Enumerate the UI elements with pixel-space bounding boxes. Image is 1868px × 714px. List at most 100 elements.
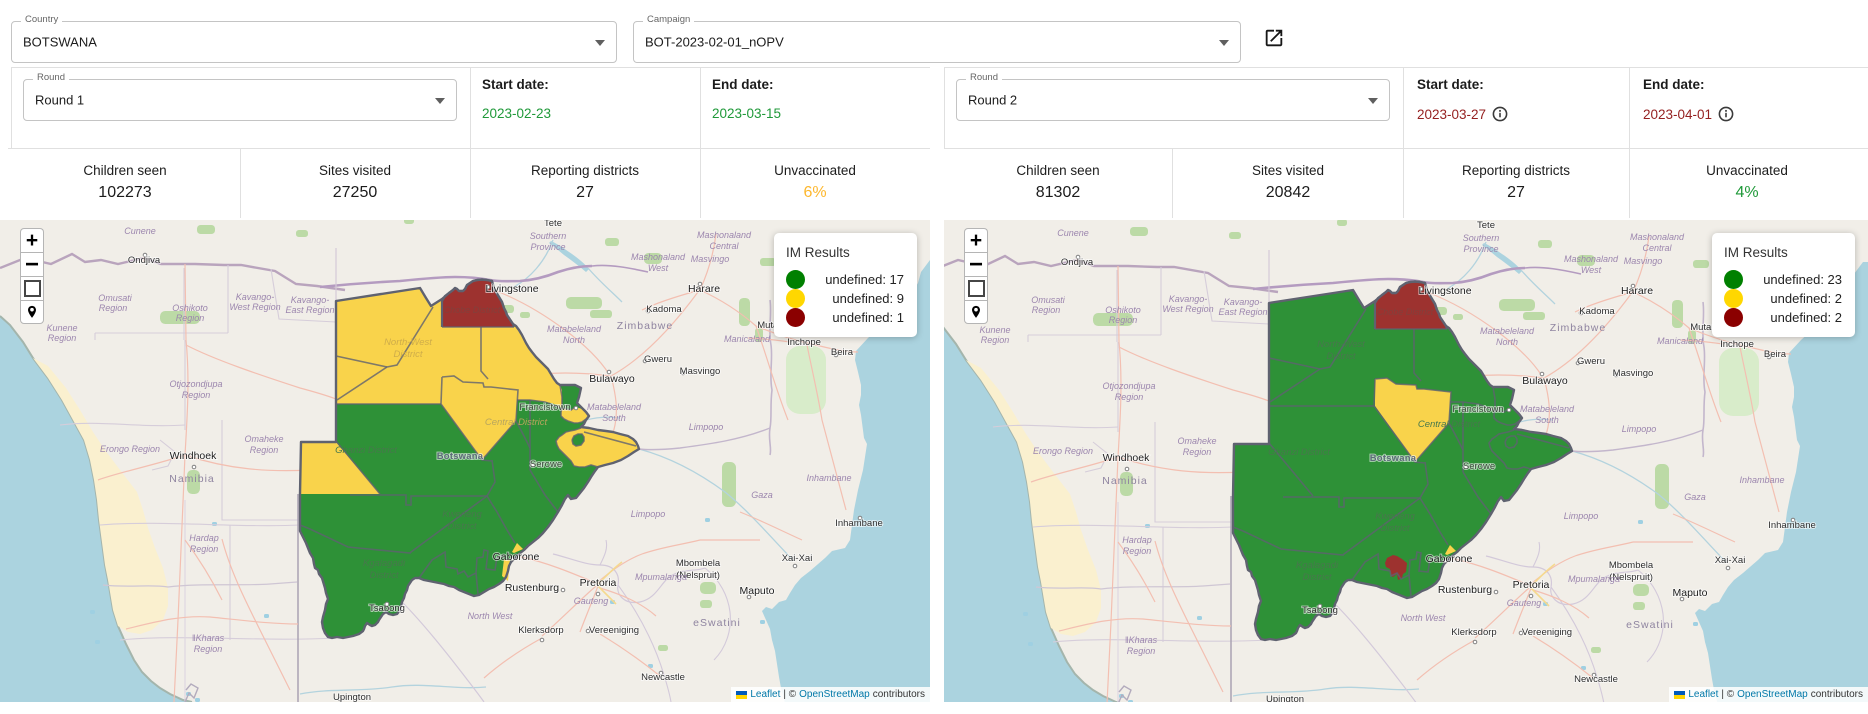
- svg-text:Erongo Region: Erongo Region: [1033, 446, 1093, 456]
- svg-text:South: South: [1535, 415, 1559, 425]
- svg-text:Mbombela: Mbombela: [676, 558, 721, 569]
- svg-text:Maputo: Maputo: [1672, 587, 1707, 599]
- svg-text:Province: Province: [530, 242, 565, 252]
- svg-text:Mashonaland: Mashonaland: [1564, 254, 1619, 264]
- svg-text:Gauteng: Gauteng: [574, 596, 609, 606]
- svg-text:Region: Region: [182, 390, 211, 400]
- svg-text:Matabeleland: Matabeleland: [1520, 404, 1575, 414]
- svg-text:Rustenburg: Rustenburg: [505, 582, 559, 594]
- svg-text:Gaborone: Gaborone: [1426, 553, 1473, 565]
- svg-text:Region: Region: [1127, 646, 1156, 656]
- svg-text:Chobe District: Chobe District: [1377, 307, 1434, 317]
- svg-text:Xai-Xai: Xai-Xai: [1715, 555, 1746, 566]
- svg-text:Kweneng: Kweneng: [442, 509, 482, 520]
- svg-text:Inhambane: Inhambane: [1768, 520, 1816, 531]
- svg-text:Livingstone: Livingstone: [1418, 285, 1471, 297]
- svg-text:Central: Central: [1642, 243, 1672, 253]
- svg-text:Pretoria: Pretoria: [580, 577, 617, 589]
- svg-text:Gaza: Gaza: [1684, 492, 1706, 502]
- svg-text:Masvingo: Masvingo: [1624, 256, 1663, 266]
- svg-text:Newcastle: Newcastle: [641, 672, 685, 683]
- svg-text:Limpopo: Limpopo: [1622, 424, 1657, 434]
- svg-text:Region: Region: [1032, 305, 1061, 315]
- svg-text:Kadoma: Kadoma: [1579, 306, 1615, 317]
- svg-text:North: North: [563, 335, 585, 345]
- svg-text:Inhambane: Inhambane: [835, 518, 883, 529]
- svg-text:Bulawayo: Bulawayo: [1522, 375, 1568, 387]
- svg-text:Central District: Central District: [485, 417, 548, 428]
- svg-text:District: District: [393, 349, 422, 360]
- svg-text:Region: Region: [190, 544, 219, 554]
- svg-text:Limpopo: Limpopo: [631, 509, 666, 519]
- svg-text:Region: Region: [1109, 315, 1138, 325]
- svg-text:Ondjiva: Ondjiva: [1061, 257, 1094, 268]
- svg-text:Gauteng: Gauteng: [1507, 598, 1542, 608]
- svg-text:Botswana: Botswana: [1370, 453, 1417, 464]
- svg-text:Serowe: Serowe: [530, 459, 562, 470]
- svg-text:Cunene: Cunene: [1057, 228, 1089, 238]
- svg-text:Region: Region: [1115, 392, 1144, 402]
- svg-text:Region: Region: [99, 303, 128, 313]
- svg-text:Klerksdorp: Klerksdorp: [518, 625, 563, 636]
- svg-text:Southern: Southern: [1463, 233, 1500, 243]
- svg-text:Livingstone: Livingstone: [485, 283, 538, 295]
- svg-text:Region: Region: [1123, 546, 1152, 556]
- svg-text:Oshikoto: Oshikoto: [172, 303, 208, 313]
- svg-text:Serowe: Serowe: [1463, 461, 1495, 472]
- svg-text:Gweru: Gweru: [1577, 356, 1605, 367]
- svg-text:Upington: Upington: [333, 692, 371, 702]
- svg-text:Ghanzi District: Ghanzi District: [335, 445, 397, 456]
- svg-text:North: North: [1496, 337, 1518, 347]
- svg-text:Xai-Xai: Xai-Xai: [782, 553, 813, 564]
- svg-text:eSwatini: eSwatini: [693, 617, 741, 629]
- svg-text:Mpumalanga: Mpumalanga: [1568, 574, 1620, 584]
- svg-text:North West: North West: [468, 611, 513, 621]
- svg-text:District: District: [1326, 351, 1355, 362]
- svg-text:District: District: [447, 521, 476, 532]
- svg-text:Inchope: Inchope: [787, 337, 821, 348]
- svg-text:East Region: East Region: [285, 305, 334, 315]
- svg-text:Mashonaland: Mashonaland: [1630, 232, 1685, 242]
- svg-text:Matabeleland: Matabeleland: [587, 402, 642, 412]
- svg-text:District: District: [369, 570, 398, 581]
- svg-text:North-West: North-West: [384, 337, 432, 348]
- svg-text:Windhoek: Windhoek: [1103, 452, 1150, 464]
- svg-text:Region: Region: [194, 644, 223, 654]
- svg-text:Manicaland: Manicaland: [724, 334, 771, 344]
- svg-text:Region: Region: [1183, 447, 1212, 457]
- svg-text:Region: Region: [48, 333, 77, 343]
- svg-text:East Region: East Region: [1218, 307, 1267, 317]
- svg-text:Newcastle: Newcastle: [1574, 674, 1618, 685]
- svg-text:Klerksdorp: Klerksdorp: [1451, 627, 1496, 638]
- svg-text:Harare: Harare: [688, 283, 720, 295]
- svg-text:West Region: West Region: [1162, 304, 1213, 314]
- svg-text:West Region: West Region: [229, 302, 280, 312]
- svg-text:Omusati: Omusati: [1031, 295, 1066, 305]
- svg-text:District: District: [1380, 523, 1409, 534]
- svg-text:Omaheke: Omaheke: [244, 434, 283, 444]
- svg-text:Maputo: Maputo: [739, 585, 774, 597]
- svg-text:Inchope: Inchope: [1720, 339, 1754, 350]
- svg-text:Tsabong: Tsabong: [369, 603, 405, 614]
- svg-text:Kavango-: Kavango-: [1169, 294, 1208, 304]
- svg-text:Kgalagadi: Kgalagadi: [363, 558, 406, 569]
- svg-text:Otjozondjupa: Otjozondjupa: [1102, 381, 1155, 391]
- svg-text:Zimbabwe: Zimbabwe: [1550, 322, 1606, 334]
- svg-text:Rustenburg: Rustenburg: [1438, 584, 1492, 596]
- svg-text:Francistown: Francistown: [519, 402, 570, 413]
- svg-text:Kunene: Kunene: [979, 325, 1010, 335]
- svg-text:Kunene: Kunene: [46, 323, 77, 333]
- svg-text:Southern: Southern: [530, 231, 567, 241]
- svg-text:Manicaland: Manicaland: [1657, 336, 1704, 346]
- svg-text:Upington: Upington: [1266, 694, 1304, 702]
- svg-text:District: District: [1302, 572, 1331, 583]
- svg-text:Gaza: Gaza: [751, 490, 773, 500]
- svg-text:ǁKharas: ǁKharas: [1125, 635, 1158, 645]
- svg-text:Hardap: Hardap: [189, 533, 219, 543]
- svg-text:South: South: [602, 413, 626, 423]
- svg-text:Limpopo: Limpopo: [1564, 511, 1599, 521]
- svg-text:ǁKharas: ǁKharas: [192, 633, 225, 643]
- svg-text:Omaheke: Omaheke: [1177, 436, 1216, 446]
- svg-text:Province: Province: [1463, 244, 1498, 254]
- svg-text:Vereeniging: Vereeniging: [589, 625, 639, 636]
